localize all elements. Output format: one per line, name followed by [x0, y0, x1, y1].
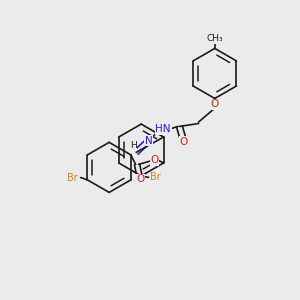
Text: CH₃: CH₃ [206, 34, 223, 43]
Text: Br: Br [67, 172, 78, 182]
Text: O: O [151, 155, 159, 165]
Text: O: O [211, 99, 219, 110]
Text: O: O [136, 174, 144, 184]
Text: N: N [145, 136, 152, 146]
Text: HN: HN [155, 124, 171, 134]
Text: H: H [130, 141, 136, 150]
Text: O: O [180, 137, 188, 147]
Text: Br: Br [150, 172, 161, 182]
